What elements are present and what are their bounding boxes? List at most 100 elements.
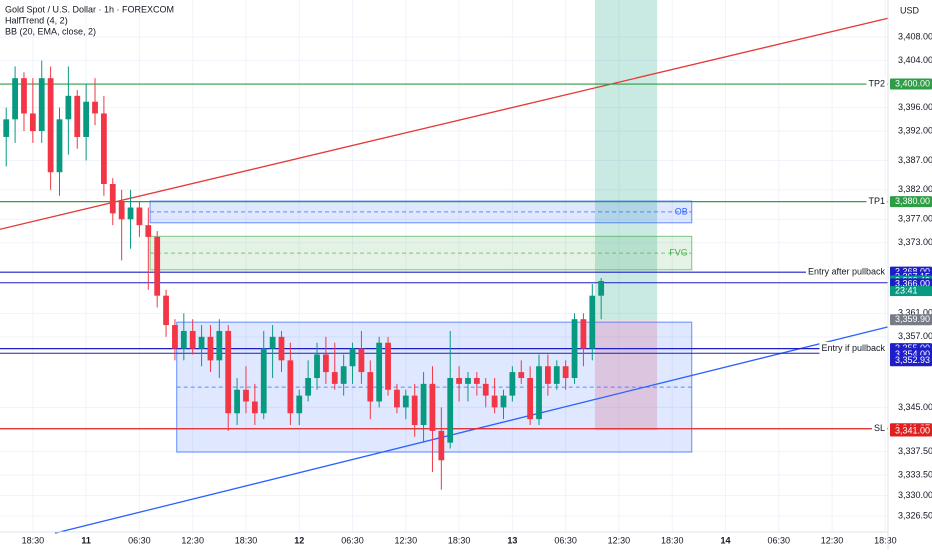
candle-body <box>447 377 454 443</box>
position-loss <box>594 320 658 431</box>
candle-body <box>163 295 169 326</box>
candle-body <box>376 342 383 402</box>
candle-body <box>278 336 285 361</box>
x-tick-label: 12:30 <box>821 535 844 545</box>
y-tick-label: 3,387.00 <box>898 155 932 165</box>
candle-body <box>65 95 72 120</box>
candle-body <box>47 78 54 173</box>
indicator-label: BB (20, EMA, close, 2) <box>5 26 96 36</box>
price-label: 3,368.00 <box>895 267 930 277</box>
candle-body <box>216 330 223 361</box>
price-label-bg <box>890 78 932 90</box>
candle-body <box>500 395 507 408</box>
x-tick-label: 06:30 <box>128 535 151 545</box>
price-label: 3,354.00 <box>895 349 930 359</box>
x-tick-label: 06:30 <box>554 535 577 545</box>
trendline <box>54 326 889 534</box>
candle-body <box>598 280 605 296</box>
candle-body <box>491 395 498 408</box>
x-tick-label: 18:30 <box>448 535 471 545</box>
candle-body <box>225 330 232 414</box>
candle-body <box>465 377 471 384</box>
y-tick-label: 3,337.50 <box>898 446 932 456</box>
candle-body <box>172 325 178 349</box>
price-label-bg <box>890 196 932 208</box>
candle-body <box>367 372 374 402</box>
candle-body <box>314 354 320 378</box>
candle-body <box>571 319 578 378</box>
y-tick-label: 3,392.00 <box>898 125 932 135</box>
price-label: 3,400.00 <box>895 78 930 88</box>
y-tick-label: 3,404.00 <box>898 55 932 65</box>
candle-body <box>189 330 196 349</box>
candle-body <box>198 336 205 349</box>
zone-label: OB <box>675 206 688 216</box>
zone-box <box>149 235 693 271</box>
candle-body <box>234 389 240 414</box>
level-label: Entry if pullback <box>821 343 885 353</box>
price-label: 3,352.93 <box>895 355 930 365</box>
y-tick-label: 3,408.00 <box>898 31 932 41</box>
currency: USD <box>900 5 920 15</box>
candle-body <box>331 372 338 384</box>
candle-body <box>305 377 312 396</box>
candle-body <box>207 336 214 361</box>
candle-body <box>260 348 267 414</box>
countdown: 23:41 <box>895 285 918 295</box>
candle-body <box>553 366 560 384</box>
y-tick-label: 3,330.00 <box>898 490 932 500</box>
candle-body <box>402 395 409 408</box>
price-label: 3,380.00 <box>895 196 930 206</box>
candle-body <box>456 377 462 384</box>
price-label: 3,359.90 <box>895 314 930 324</box>
candle-body <box>56 119 63 173</box>
candle-body <box>287 360 294 414</box>
level-label: SL <box>874 423 885 433</box>
x-tick-label: 12:30 <box>395 535 418 545</box>
candle-body <box>180 330 187 349</box>
candle-body <box>536 366 542 420</box>
candle-body <box>589 295 596 349</box>
candle-body <box>527 377 534 420</box>
x-tick-label: 11 <box>81 535 91 545</box>
level-label-bg <box>819 341 888 354</box>
candle-body <box>118 201 125 220</box>
candle-body <box>473 377 480 384</box>
candle-body <box>411 395 418 426</box>
price-label-bg <box>890 355 932 367</box>
candle-body <box>562 366 569 378</box>
price-label-bg <box>890 425 932 437</box>
trendline <box>0 17 889 230</box>
x-tick-label: 13 <box>507 535 517 545</box>
zone-label: FVG <box>669 247 688 257</box>
level-label-bg <box>866 77 887 90</box>
candle-body <box>580 319 587 349</box>
candle-body <box>38 78 45 132</box>
candle-body <box>243 389 249 402</box>
price-label-bg <box>890 314 932 326</box>
candle-body <box>136 207 143 226</box>
level-label-bg <box>866 195 887 208</box>
x-tick-label: 12:30 <box>181 535 204 545</box>
x-tick-label: 06:30 <box>341 535 364 545</box>
candle-body <box>21 78 27 114</box>
candle-body <box>251 401 258 414</box>
candle-body <box>92 101 98 114</box>
candle-body <box>83 101 90 137</box>
zone-box <box>149 200 693 224</box>
candle-body <box>29 113 36 132</box>
candle-body <box>296 395 303 414</box>
x-tick-label: 12:30 <box>608 535 631 545</box>
chart-title: Gold Spot / U.S. Dollar · 1h · FOREXCOM <box>5 4 174 14</box>
candle-body <box>385 342 391 390</box>
position-profit <box>594 0 658 321</box>
candle-body <box>154 236 161 296</box>
level-label: TP2 <box>868 78 885 88</box>
candle-body <box>101 113 107 184</box>
level-label: TP1 <box>868 196 885 206</box>
level-label-bg <box>871 422 887 435</box>
candle-body <box>545 366 551 384</box>
y-tick-label: 3,373.00 <box>898 237 932 247</box>
y-tick-label: 3,326.50 <box>898 511 932 521</box>
